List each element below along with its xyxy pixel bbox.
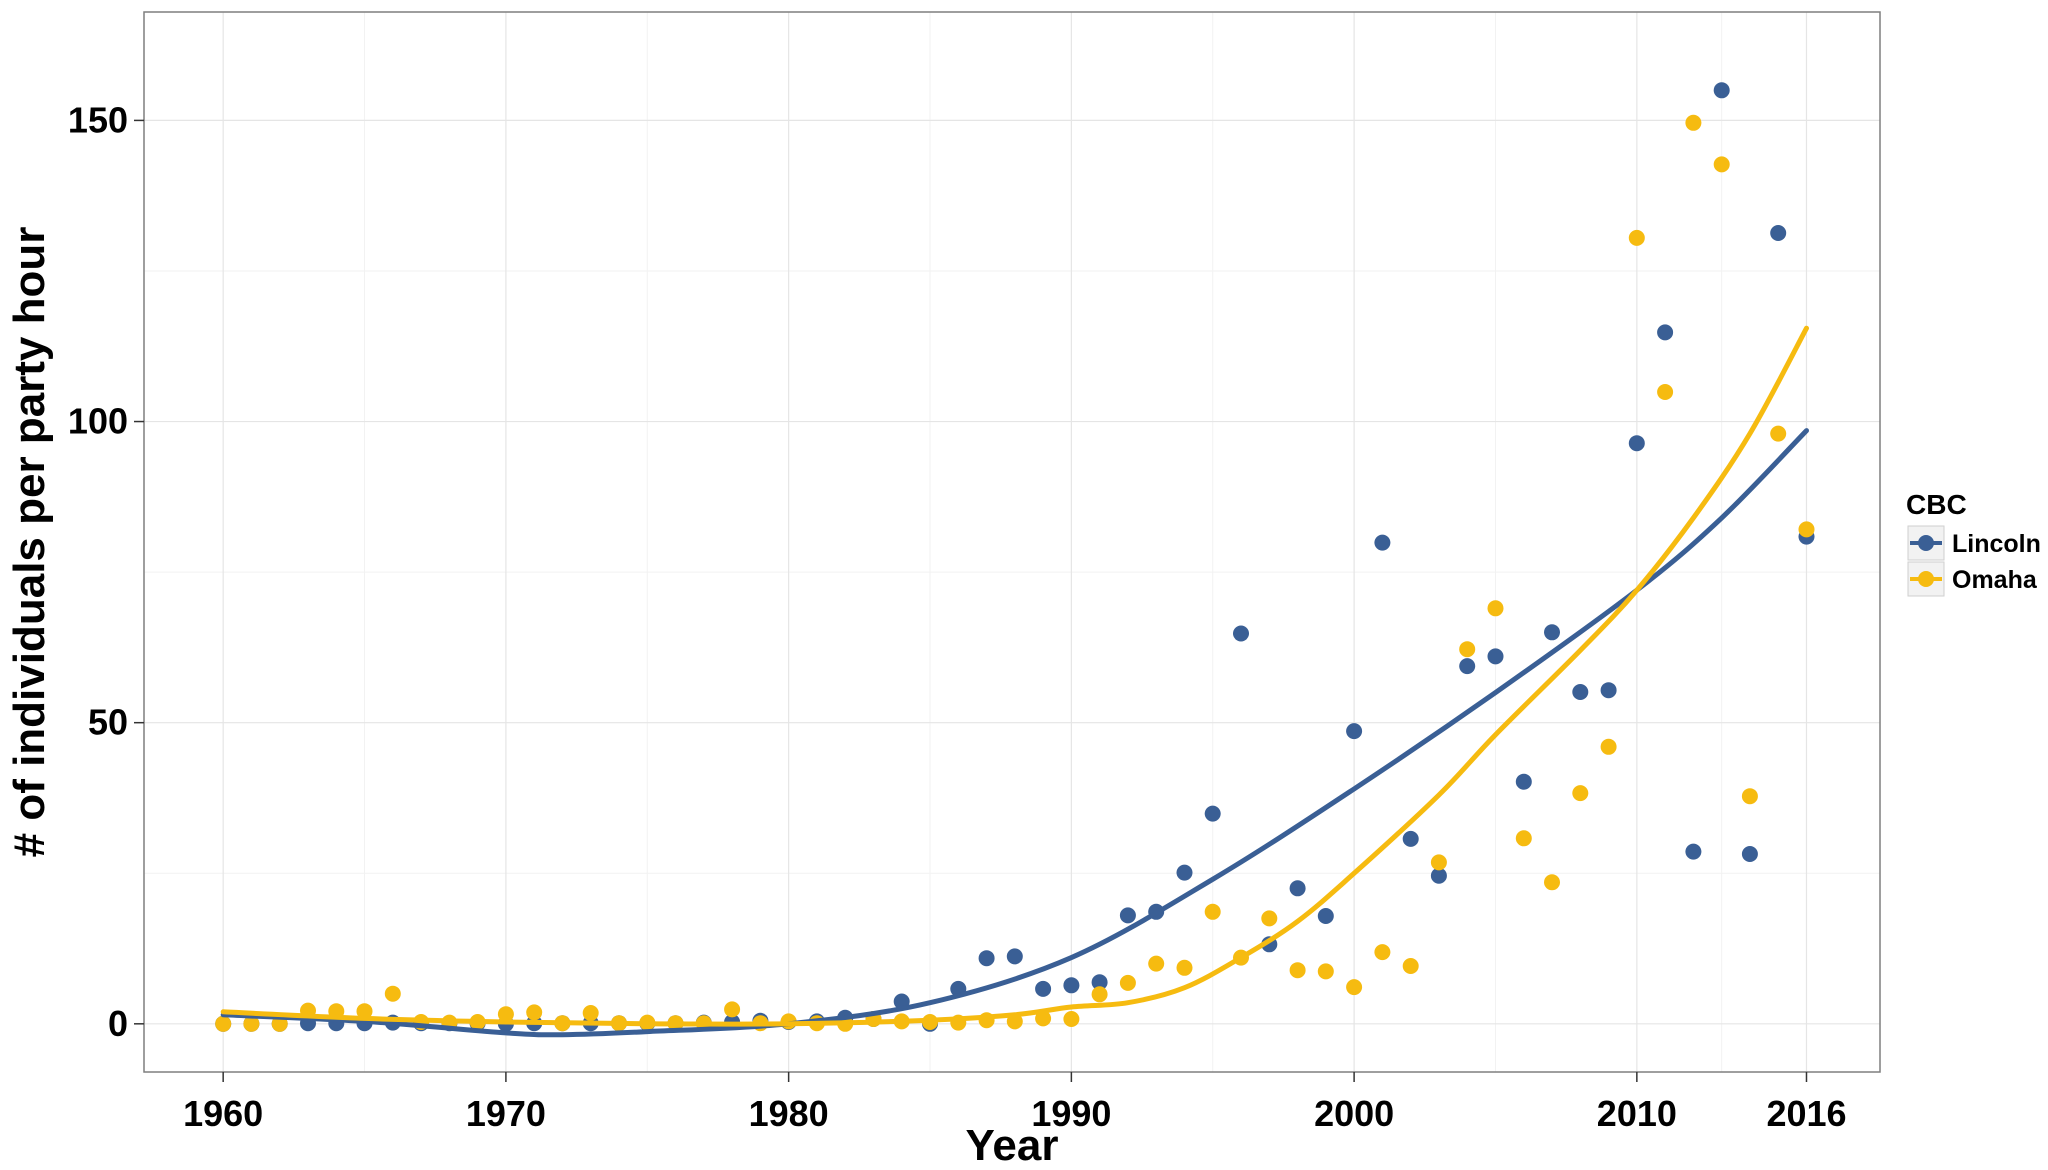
point-lincoln (1600, 682, 1617, 699)
point-omaha (1459, 641, 1476, 658)
point-omaha (1487, 600, 1504, 617)
point-omaha (1600, 738, 1617, 755)
legend-label-omaha: Omaha (1952, 566, 2038, 594)
point-lincoln (1487, 648, 1504, 665)
point-omaha (1402, 958, 1419, 974)
point-omaha (1713, 156, 1730, 173)
point-omaha (215, 1015, 232, 1032)
point-omaha (1119, 974, 1136, 991)
point-omaha (1063, 1011, 1080, 1027)
point-lincoln (1119, 907, 1136, 924)
point-lincoln (1572, 684, 1589, 700)
x-tick-label: 2016 (1766, 1093, 1846, 1134)
point-omaha (1430, 854, 1447, 871)
point-lincoln (1176, 864, 1193, 881)
point-omaha (1148, 955, 1165, 972)
point-lincoln (1741, 846, 1758, 862)
point-omaha (497, 1006, 514, 1023)
trend-line-lincoln (220, 428, 1809, 1038)
point-omaha (1544, 874, 1560, 891)
y-axis: 0 50 100 150 (68, 99, 144, 1044)
point-omaha (1204, 903, 1221, 920)
point-omaha (582, 1005, 599, 1021)
y-axis-title: # of individuals per party hour (5, 227, 54, 858)
point-lincoln (1430, 867, 1447, 884)
x-tick-label: 1980 (749, 1093, 829, 1134)
trend-lines (220, 325, 1809, 1038)
point-omaha (1628, 229, 1645, 246)
grid (144, 12, 1880, 1072)
point-lincoln (1402, 830, 1419, 847)
point-omaha (724, 1001, 741, 1018)
point-lincoln (1628, 435, 1645, 452)
x-axis: 1960 1970 1980 1990 2000 2010 2016 (183, 1072, 1847, 1134)
point-lincoln (1515, 773, 1532, 790)
point-omaha (1346, 979, 1363, 996)
point-lincoln (1233, 625, 1249, 642)
y-tick-label: 150 (68, 99, 128, 140)
legend-point-omaha (1918, 571, 1934, 587)
point-omaha (1091, 986, 1108, 1003)
point-omaha (356, 1003, 373, 1020)
legend: CBC Lincoln Omaha (1906, 489, 2041, 597)
point-omaha (1289, 962, 1306, 979)
x-tick-label: 1970 (466, 1093, 546, 1134)
point-omaha (1176, 959, 1193, 976)
y-tick-label: 100 (68, 401, 128, 442)
x-tick-label: 2010 (1597, 1093, 1677, 1134)
point-omaha (1657, 384, 1674, 400)
x-tick-label: 2000 (1314, 1093, 1394, 1134)
point-omaha (1515, 830, 1532, 847)
point-lincoln (1374, 534, 1391, 551)
legend-label-lincoln: Lincoln (1952, 530, 2041, 558)
point-omaha (1770, 425, 1787, 442)
point-omaha (1685, 114, 1702, 131)
point-lincoln (1063, 977, 1080, 994)
trend-line-omaha (220, 325, 1809, 1027)
point-lincoln (1713, 82, 1730, 99)
point-lincoln (1346, 723, 1363, 740)
x-axis-title: Year (966, 1121, 1059, 1170)
point-lincoln (1459, 658, 1476, 675)
point-omaha (1572, 785, 1589, 802)
legend-item-lincoln: Lincoln (1907, 525, 2041, 561)
point-omaha (1374, 944, 1391, 961)
point-lincoln (1770, 225, 1787, 241)
point-omaha (1261, 910, 1278, 927)
point-lincoln (1035, 980, 1052, 997)
point-lincoln (978, 950, 995, 967)
legend-point-lincoln (1918, 535, 1934, 551)
point-lincoln (1657, 324, 1674, 341)
point-omaha (243, 1015, 260, 1032)
x-tick-label: 1960 (183, 1093, 263, 1134)
point-omaha (526, 1004, 543, 1021)
y-tick-label: 0 (108, 1003, 128, 1044)
point-lincoln (1317, 908, 1334, 924)
legend-title: CBC (1906, 489, 1967, 520)
point-omaha (384, 985, 401, 1002)
plot-panel (143, 11, 1881, 1073)
point-omaha (1741, 788, 1758, 805)
point-lincoln (1091, 974, 1108, 991)
point-omaha (1317, 963, 1334, 980)
point-lincoln (1685, 843, 1702, 860)
point-lincoln (1006, 948, 1023, 965)
point-lincoln (1204, 805, 1221, 822)
point-omaha (1035, 1010, 1052, 1027)
legend-item-omaha: Omaha (1907, 561, 2038, 597)
point-lincoln (1289, 880, 1306, 897)
point-lincoln (1544, 624, 1560, 641)
point-omaha (1798, 521, 1815, 538)
data-points (215, 82, 1815, 1032)
y-tick-label: 50 (88, 702, 128, 743)
x-tick-label: 1990 (1031, 1093, 1111, 1134)
